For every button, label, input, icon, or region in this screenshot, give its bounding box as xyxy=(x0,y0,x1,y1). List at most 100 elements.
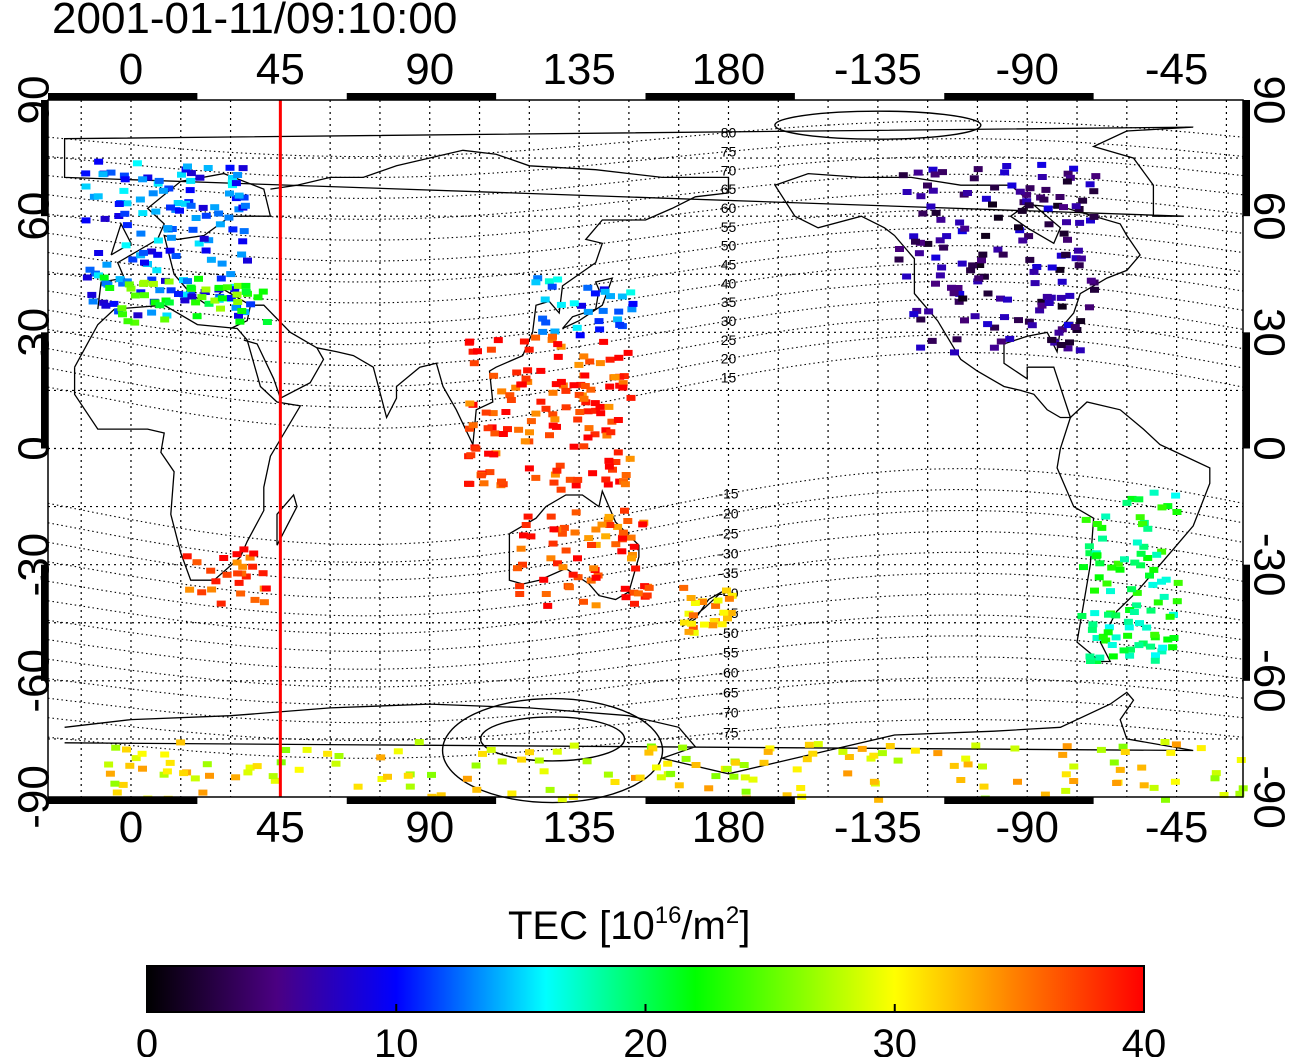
tec-cell xyxy=(989,344,999,351)
colorbar-tick-label: 10 xyxy=(374,1022,419,1057)
tec-cell xyxy=(1017,207,1027,214)
tec-cell xyxy=(1113,560,1123,567)
tec-cell xyxy=(1157,578,1166,585)
tec-cell xyxy=(261,585,271,592)
tec-cell xyxy=(147,276,157,283)
tec-cell xyxy=(1069,165,1079,172)
tec-cell xyxy=(1039,196,1049,203)
tec-cell xyxy=(953,285,963,291)
tec-cell xyxy=(130,319,140,326)
tec-cell xyxy=(604,463,614,470)
coastline xyxy=(64,691,1194,775)
tec-cell xyxy=(604,457,614,464)
tec-cell xyxy=(250,596,260,603)
tec-cell xyxy=(1163,503,1173,510)
tec-cell xyxy=(1146,643,1156,650)
tec-cell xyxy=(1169,635,1179,641)
coastline xyxy=(562,277,614,330)
tec-cell xyxy=(514,426,524,433)
tec-cell xyxy=(579,395,589,402)
tec-cell xyxy=(1235,790,1245,797)
tec-cell xyxy=(376,754,386,761)
tec-cell xyxy=(217,295,227,302)
tec-cell xyxy=(614,354,624,361)
contour-label: 60 xyxy=(721,200,737,216)
tec-cell xyxy=(195,174,205,181)
x-top-tick-label: -45 xyxy=(1145,45,1209,94)
y-right-tick-label: 90 xyxy=(1245,76,1292,125)
tec-cell xyxy=(947,284,956,291)
tec-cell xyxy=(143,174,153,181)
tec-cell xyxy=(515,583,525,590)
x-top-tick-label: 0 xyxy=(119,45,143,94)
tec-cell xyxy=(162,312,172,319)
tec-cell xyxy=(574,391,584,398)
tec-cell xyxy=(583,434,593,441)
tec-cell xyxy=(1236,757,1246,763)
tec-cell xyxy=(1061,251,1071,258)
tec-cell xyxy=(101,302,111,309)
tec-cell xyxy=(613,417,623,423)
tec-cell xyxy=(243,769,253,776)
tec-cell xyxy=(620,481,630,488)
tec-cell xyxy=(148,190,158,197)
contour-line xyxy=(47,280,1244,346)
tec-cell xyxy=(607,418,617,425)
tec-cell xyxy=(1042,293,1052,300)
tec-cell xyxy=(240,202,250,209)
tec-cell xyxy=(1013,778,1022,785)
tec-cell xyxy=(973,278,983,285)
tec-cell xyxy=(1092,635,1102,641)
y-left-tick-label: -60 xyxy=(9,649,58,713)
tec-cell xyxy=(954,298,964,305)
coastline xyxy=(276,493,298,546)
tec-cell xyxy=(590,400,600,407)
tec-cell xyxy=(640,583,650,590)
tec-cell xyxy=(1059,204,1068,211)
contour-line xyxy=(47,191,1244,241)
tec-cell xyxy=(1063,170,1073,177)
tec-cell xyxy=(1170,778,1180,785)
tec-cell xyxy=(521,375,531,382)
tec-cell xyxy=(230,286,240,293)
tec-cell xyxy=(708,622,718,629)
y-left-tick-label: 30 xyxy=(9,308,58,357)
tec-cell xyxy=(1109,759,1119,766)
tec-cell xyxy=(704,785,714,792)
x-bottom-tick-label: -90 xyxy=(995,803,1059,852)
tec-cell xyxy=(579,353,589,360)
coastline xyxy=(774,172,1141,419)
tec-cell xyxy=(1044,221,1054,228)
tec-cell xyxy=(1101,513,1111,520)
y-right-tick-label: -60 xyxy=(1245,649,1292,713)
tec-cell xyxy=(531,334,541,341)
tec-cell xyxy=(217,260,227,267)
tec-cell xyxy=(534,757,544,764)
tec-cell xyxy=(505,392,515,399)
tec-cell xyxy=(183,163,192,170)
tec-cell xyxy=(140,292,149,299)
tec-cell xyxy=(539,768,549,775)
tec-cell xyxy=(81,217,91,224)
colorbar-tick-label: 40 xyxy=(1122,1022,1167,1057)
tec-cell xyxy=(978,763,987,770)
tec-cell xyxy=(583,408,593,415)
tec-cell xyxy=(968,262,978,269)
tec-cell xyxy=(121,242,131,249)
tec-cell xyxy=(916,193,926,200)
tec-cell xyxy=(931,209,941,216)
tec-cell xyxy=(531,410,541,417)
tec-cell xyxy=(928,166,938,173)
tec-cell xyxy=(1076,318,1086,325)
tec-cell xyxy=(844,754,854,760)
tec-cell xyxy=(148,280,158,287)
tec-cell xyxy=(323,750,333,757)
tec-cell xyxy=(577,302,586,309)
tec-cell xyxy=(1061,771,1071,778)
tec-cell xyxy=(1030,280,1040,287)
tec-cell xyxy=(1157,504,1167,511)
tec-cell xyxy=(623,518,633,524)
tec-cell xyxy=(579,443,589,450)
tec-cell xyxy=(933,750,943,757)
tec-cell xyxy=(555,462,565,469)
